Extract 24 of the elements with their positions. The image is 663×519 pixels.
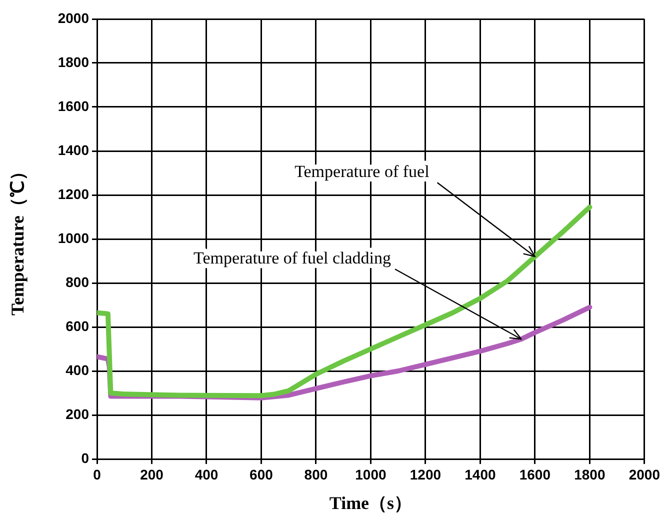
y-tick-label: 1800: [58, 54, 90, 70]
x-tick-label: 0: [93, 466, 102, 482]
x-tick-label: 200: [140, 466, 164, 482]
y-tick-label: 200: [66, 406, 90, 422]
x-tick-label: 2000: [628, 466, 660, 482]
x-axis-title: Time（s）: [329, 492, 412, 513]
y-tick-label: 1400: [58, 142, 90, 158]
x-tick-label: 1400: [464, 466, 496, 482]
y-tick-label: 1200: [58, 186, 90, 202]
y-tick-label: 400: [66, 362, 90, 378]
x-tick-label: 1600: [519, 466, 551, 482]
x-tick-label: 800: [304, 466, 328, 482]
y-tick-label: 1000: [58, 230, 90, 246]
y-tick-label: 1600: [58, 98, 90, 114]
x-tick-label: 1800: [574, 466, 606, 482]
y-tick-label: 800: [66, 274, 90, 290]
y-tick-label: 600: [66, 318, 90, 334]
y-tick-label: 2000: [58, 10, 90, 26]
y-tick-label: 0: [81, 450, 90, 466]
x-tick-label: 600: [250, 466, 274, 482]
y-axis-title: Temperature（℃）: [7, 162, 28, 316]
x-tick-label: 400: [194, 466, 218, 482]
x-tick-label: 1200: [410, 466, 442, 482]
x-tick-label: 1000: [355, 466, 386, 482]
